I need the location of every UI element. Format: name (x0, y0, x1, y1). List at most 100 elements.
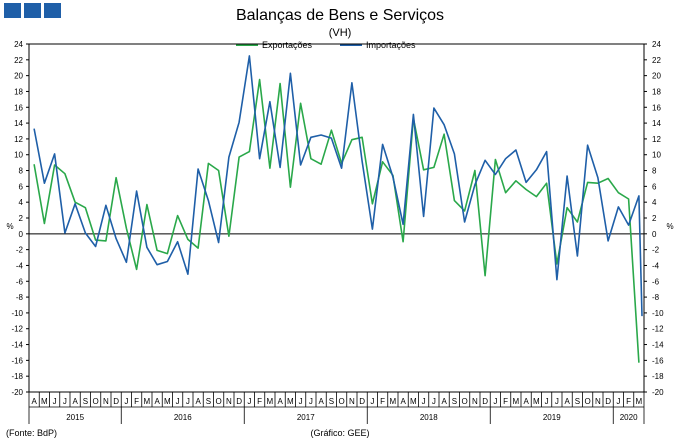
chart-subtitle: (VH) (328, 27, 352, 39)
x-month-label: F (380, 397, 385, 406)
x-month-label: M (164, 397, 171, 406)
x-month-label: N (595, 397, 601, 406)
x-month-label: S (575, 397, 580, 406)
y-tick-label-left: -10 (11, 309, 23, 318)
x-month-label: J (124, 397, 128, 406)
y-tick-label-left: 14 (14, 119, 23, 128)
y-tick-label-right: 4 (652, 198, 657, 207)
y-tick-label-left: 20 (14, 72, 23, 81)
x-month-label: A (564, 397, 570, 406)
x-month-label: A (154, 397, 160, 406)
x-year-label: 2019 (543, 413, 561, 422)
y-tick-label-right: -4 (652, 261, 660, 270)
y-tick-label-right: -12 (652, 325, 664, 334)
y-tick-label-right: 6 (652, 182, 657, 191)
x-month-label: A (31, 397, 37, 406)
y-tick-label-left: 12 (14, 135, 23, 144)
y-tick-label-right: -16 (652, 356, 664, 365)
x-year-label: 2018 (420, 413, 438, 422)
y-tick-label-left: 24 (14, 40, 23, 49)
x-year-label: 2015 (66, 413, 84, 422)
legend-swatch-exportacoes (236, 44, 258, 46)
x-month-label: D (359, 397, 365, 406)
x-month-label: A (400, 397, 406, 406)
x-month-label: J (555, 397, 559, 406)
x-month-label: F (134, 397, 139, 406)
x-month-label: M (390, 397, 397, 406)
x-month-label: J (63, 397, 67, 406)
credit-note: (Gráfico: GEE) (310, 428, 370, 438)
x-month-label: F (626, 397, 631, 406)
x-month-label: A (72, 397, 78, 406)
x-month-label: S (329, 397, 334, 406)
legend-item-importacoes: Importações (340, 40, 416, 50)
x-month-label: N (103, 397, 109, 406)
x-month-label: M (513, 397, 520, 406)
y-tick-label-right: 20 (652, 72, 661, 81)
x-month-label: M (144, 397, 151, 406)
x-month-label: A (277, 397, 283, 406)
x-month-label: M (287, 397, 294, 406)
x-month-label: M (41, 397, 48, 406)
y-axis-label-right: % (666, 222, 673, 231)
x-month-label: J (176, 397, 180, 406)
y-tick-label-right: 8 (652, 167, 657, 176)
x-month-label: D (605, 397, 611, 406)
x-month-label: J (370, 397, 374, 406)
y-tick-label-right: 14 (652, 119, 661, 128)
x-month-label: O (585, 397, 591, 406)
chart-legend: Exportações Importações (236, 40, 416, 50)
x-month-label: J (186, 397, 190, 406)
legend-swatch-importacoes (340, 44, 363, 46)
x-month-label: F (257, 397, 262, 406)
x-month-label: S (206, 397, 211, 406)
y-tick-label-right: 22 (652, 56, 661, 65)
y-tick-label-left: -8 (16, 293, 24, 302)
y-tick-label-left: 16 (14, 103, 23, 112)
logo-block-3 (44, 3, 61, 18)
x-month-label: D (482, 397, 488, 406)
x-month-label: O (339, 397, 345, 406)
y-tick-label-right: 10 (652, 151, 661, 160)
y-tick-label-right: -10 (652, 309, 664, 318)
y-tick-label-left: 6 (19, 182, 24, 191)
x-month-label: S (452, 397, 457, 406)
x-month-label: D (113, 397, 119, 406)
y-tick-label-right: 2 (652, 214, 657, 223)
y-tick-label-right: -8 (652, 293, 660, 302)
y-tick-label-left: 0 (19, 230, 24, 239)
x-month-label: F (503, 397, 508, 406)
y-tick-label-left: -18 (11, 372, 23, 381)
chart-title: Balanças de Bens e Serviços (235, 7, 445, 24)
series-line-importacoes (33, 55, 643, 317)
x-month-label: O (462, 397, 468, 406)
x-month-label: J (545, 397, 549, 406)
x-month-label: J (493, 397, 497, 406)
source-note: (Fonte: BdP) (6, 428, 58, 438)
x-year-label: 2017 (297, 413, 315, 422)
y-tick-label-left: -16 (11, 356, 23, 365)
logo-block-1 (4, 3, 21, 18)
x-month-label: M (533, 397, 540, 406)
x-month-label: J (309, 397, 313, 406)
x-month-label: A (523, 397, 529, 406)
x-month-label: M (636, 397, 643, 406)
x-month-label: J (422, 397, 426, 406)
x-month-label: J (247, 397, 251, 406)
y-tick-label-left: -12 (11, 325, 23, 334)
y-tick-label-right: 24 (652, 40, 661, 49)
y-tick-label-left: -2 (16, 246, 24, 255)
x-month-label: M (410, 397, 417, 406)
x-month-label: A (441, 397, 447, 406)
x-month-label: N (349, 397, 355, 406)
y-tick-label-left: 8 (19, 167, 24, 176)
y-tick-label-left: -4 (16, 261, 24, 270)
y-tick-label-right: 12 (652, 135, 661, 144)
x-month-label: S (83, 397, 88, 406)
y-tick-label-right: -18 (652, 372, 664, 381)
x-month-label: D (236, 397, 242, 406)
series-line-exportacoes (33, 78, 640, 363)
legend-item-exportacoes: Exportações (236, 40, 312, 50)
logo-block-2 (24, 3, 41, 18)
x-month-label: J (299, 397, 303, 406)
